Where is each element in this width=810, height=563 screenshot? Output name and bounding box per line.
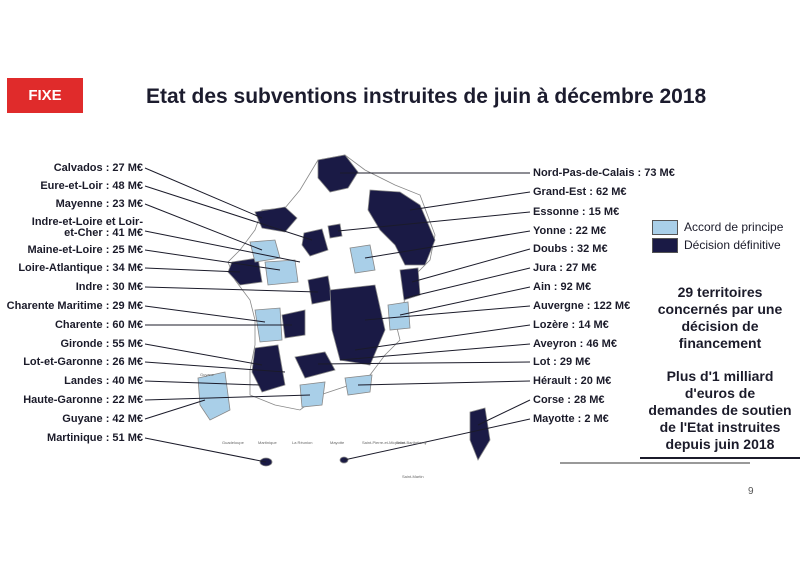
region-doubs — [399, 267, 421, 301]
label-indre: Indre : 30 M€ — [75, 281, 143, 293]
label-herault: Hérault : 20 M€ — [533, 375, 612, 387]
label-mayotte: Mayotte : 2 M€ — [533, 413, 609, 425]
label-eure-et-loir: Eure-et-Loir : 48 M€ — [40, 180, 143, 192]
region-ain — [387, 301, 411, 331]
label-essonne: Essonne : 15 M€ — [533, 206, 620, 218]
summary-milliard: Plus d'1 milliard d'euros de demandes de… — [640, 368, 800, 459]
legend-label-decision: Décision définitive — [684, 238, 781, 252]
label-aveyron: Aveyron : 46 M€ — [533, 338, 617, 350]
summary2-line3: demandes de soutien — [648, 402, 792, 418]
overseas-caption-st-barth: Saint-Barthélemy — [396, 440, 427, 445]
label-jura: Jura : 27 M€ — [533, 262, 597, 274]
overseas-caption-martinique: Martinique — [258, 440, 277, 445]
region-auvergne — [329, 284, 386, 366]
summary1-line3: décision de — [681, 318, 759, 334]
leader-lines — [144, 167, 531, 463]
region-calvados — [254, 206, 298, 233]
legend-swatch-accord — [652, 219, 678, 235]
overseas-caption-guadeloupe: Guadeloupe — [222, 440, 244, 445]
region-indre — [307, 275, 333, 305]
label-calvados: Calvados : 27 M€ — [53, 162, 143, 174]
region-lot — [294, 351, 336, 379]
label-charente-maritime: Charente Maritime : 29 M€ — [6, 300, 143, 312]
region-eure-et-loir — [301, 228, 329, 257]
summary-territoires: 29 territoires concernés par une décisio… — [640, 284, 800, 352]
legend-item-accord: Accord de principe — [652, 218, 794, 236]
label-lozere: Lozère : 14 M€ — [533, 319, 609, 331]
summary2-line4: de l'Etat instruites — [659, 419, 781, 435]
label-auvergne: Auvergne : 122 M€ — [533, 300, 631, 312]
summary1-line2: concernés par une — [657, 301, 783, 317]
summary2-line1: Plus d'1 milliard — [666, 368, 774, 384]
legend-label-accord: Accord de principe — [684, 220, 784, 234]
overseas-caption-mayotte: Mayotte — [330, 440, 345, 445]
legend-swatch-decision — [652, 237, 678, 253]
label-loire-atlantique: Loire-Atlantique : 34 M€ — [18, 262, 143, 274]
label-gironde: Gironde : 55 M€ — [60, 338, 143, 350]
label-ain: Ain : 92 M€ — [533, 281, 592, 293]
region-gironde — [251, 344, 286, 393]
label-guyane: Guyane : 42 M€ — [62, 413, 143, 425]
label-lot-et-garonne: Lot-et-Garonne : 26 M€ — [23, 356, 143, 368]
label-landes: Landes : 40 M€ — [64, 375, 143, 387]
region-maine-et-loire — [264, 259, 299, 286]
overseas-caption-reunion: La Réunion — [292, 440, 313, 445]
summary1-line1: 29 territoires — [677, 284, 763, 300]
section-badge: FIXE — [7, 78, 83, 113]
region-nord-pas-de-calais — [317, 154, 359, 193]
label-martinique: Martinique : 51 M€ — [47, 432, 143, 444]
label-grand-est: Grand-Est : 62 M€ — [533, 186, 627, 198]
region-corse — [469, 407, 491, 461]
legend-item-decision: Décision définitive — [652, 236, 794, 254]
summary1-line4: financement — [678, 335, 762, 351]
region-essonne — [327, 223, 343, 239]
summary2-line5: depuis juin 2018 — [665, 436, 775, 452]
region-charente — [281, 309, 306, 339]
label-nord-pas-de-calais: Nord-Pas-de-Calais : 73 M€ — [533, 167, 675, 179]
label-mayenne: Mayenne : 23 M€ — [55, 198, 143, 210]
legend: Accord de principe Décision définitive — [652, 218, 794, 254]
label-charente: Charente : 60 M€ — [54, 319, 143, 331]
overseas-caption-spm: Saint-Pierre-et-Miquelon — [362, 440, 406, 445]
label-indre-et-loire-2: et-Cher : 41 M€ — [64, 227, 143, 239]
label-yonne: Yonne : 22 M€ — [533, 225, 607, 237]
page-number: 9 — [748, 486, 754, 497]
region-haute-garonne — [299, 381, 326, 408]
label-indre-et-loire-1: Indre-et-Loire et Loir- — [31, 216, 143, 228]
label-lot: Lot : 29 M€ — [533, 356, 591, 368]
region-yonne — [349, 244, 376, 274]
label-haute-garonne: Haute-Garonne : 22 M€ — [23, 394, 143, 406]
page-title: Etat des subventions instruites de juin … — [146, 85, 707, 108]
label-maine-et-loire: Maine-et-Loire : 25 M€ — [27, 244, 143, 256]
region-guyane — [197, 371, 231, 421]
overseas-caption-st-martin: Saint-Martin — [402, 474, 424, 479]
label-doubs: Doubs : 32 M€ — [533, 243, 608, 255]
region-mayenne — [249, 239, 281, 263]
region-loire-atlantique — [227, 257, 263, 286]
summary2-line2: d'euros de — [684, 385, 756, 401]
label-corse: Corse : 28 M€ — [533, 394, 605, 406]
overseas-caption-guyane: Guyane — [200, 372, 215, 377]
